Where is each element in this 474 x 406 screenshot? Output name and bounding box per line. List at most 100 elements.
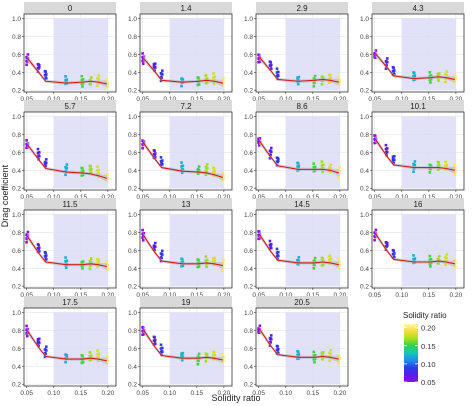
x-tick-label: 0.15 <box>74 390 87 397</box>
data-point <box>338 78 341 81</box>
data-point <box>384 143 388 147</box>
y-tick-label: 0.4 <box>12 266 21 273</box>
y-tick-label: 0.8 <box>128 132 137 139</box>
confidence-ribbon <box>143 326 223 364</box>
y-tick-label: 1.0 <box>244 114 253 121</box>
data-point <box>97 74 101 77</box>
x-tick-label: 0.10 <box>163 194 176 201</box>
facet-strip <box>256 2 348 14</box>
y-tick-label: 0.2 <box>12 88 21 95</box>
x-tick-label: 0.20 <box>334 390 347 397</box>
y-tick-label: 0.4 <box>12 168 21 175</box>
facet-strip <box>372 2 464 14</box>
data-point <box>96 165 99 168</box>
data-point <box>44 73 48 76</box>
data-point <box>64 266 68 270</box>
data-point <box>213 256 217 260</box>
data-point <box>204 359 208 363</box>
panel-border <box>255 307 349 387</box>
data-point <box>81 260 85 263</box>
data-point <box>96 76 99 80</box>
y-tick-label: 0.4 <box>128 364 137 371</box>
data-point <box>65 259 69 263</box>
data-point <box>257 327 260 330</box>
data-point <box>220 170 224 174</box>
data-point <box>373 134 376 137</box>
y-tick-label: 0.6 <box>12 52 21 59</box>
data-point <box>181 260 185 264</box>
data-point <box>373 51 376 55</box>
data-point <box>222 356 225 359</box>
data-point <box>428 254 432 258</box>
y-tick-label: 0.6 <box>360 248 369 255</box>
data-point <box>81 169 85 173</box>
facet-strip <box>24 296 116 308</box>
data-point <box>160 162 163 166</box>
data-point <box>296 82 300 86</box>
data-point <box>25 237 28 240</box>
highlight-band <box>285 312 340 385</box>
data-point <box>392 154 396 158</box>
data-point <box>212 72 215 75</box>
data-point <box>65 163 69 166</box>
data-point <box>196 355 200 358</box>
data-point <box>329 349 333 352</box>
data-point <box>204 255 208 258</box>
data-point <box>384 59 388 63</box>
y-tick-label: 0.8 <box>244 34 253 41</box>
data-point <box>454 265 457 268</box>
data-point <box>159 75 163 79</box>
highlight-band <box>169 214 224 287</box>
data-point <box>374 228 378 232</box>
y-tick-label: 0.6 <box>128 52 137 59</box>
data-point <box>413 160 417 163</box>
data-point <box>141 62 145 65</box>
facet-label: 14.5 <box>294 200 310 209</box>
data-point <box>159 343 163 347</box>
panel-border <box>371 13 465 93</box>
confidence-ribbon <box>27 232 107 270</box>
data-point <box>444 255 447 259</box>
y-tick-label: 0.8 <box>12 132 21 139</box>
data-point <box>454 166 457 169</box>
x-tick-label: 0.10 <box>279 96 292 103</box>
panel-border <box>255 209 349 289</box>
data-point <box>413 257 417 260</box>
data-point <box>197 265 201 268</box>
data-point <box>268 340 272 344</box>
data-point <box>44 158 48 161</box>
data-point <box>269 146 273 150</box>
x-tick-label: 0.20 <box>218 292 231 299</box>
data-point <box>268 239 272 243</box>
x-tick-label: 0.10 <box>47 194 60 201</box>
facet-label: 1.4 <box>180 4 192 13</box>
fit-line <box>374 233 455 265</box>
data-point <box>320 75 324 79</box>
data-point <box>220 352 224 356</box>
data-point <box>392 69 396 72</box>
x-tick-label: 0.15 <box>306 390 319 397</box>
data-point <box>197 83 201 86</box>
data-point <box>205 77 209 81</box>
y-tick-label: 1.0 <box>360 114 369 121</box>
data-point <box>25 233 28 237</box>
data-point <box>321 263 325 267</box>
data-point <box>275 67 279 70</box>
legend-tick-label: 0.10 <box>421 360 436 369</box>
data-point <box>142 332 146 336</box>
data-point <box>276 250 280 254</box>
data-point <box>213 353 217 357</box>
data-point <box>328 166 331 169</box>
y-tick-label: 0.6 <box>244 150 253 157</box>
data-point <box>329 163 333 167</box>
x-tick-label: 0.05 <box>252 292 265 299</box>
y-tick-label: 0.2 <box>12 284 21 291</box>
data-point <box>106 172 109 176</box>
facet-panels: 00.20.40.60.81.00.05 0.10 0.15 0.201.40.20.… <box>12 2 465 397</box>
data-point <box>197 352 201 356</box>
data-point <box>222 259 225 262</box>
data-point <box>452 74 456 78</box>
data-point <box>321 170 324 174</box>
x-tick-label: 0.05 <box>20 194 33 201</box>
data-point <box>43 351 47 355</box>
